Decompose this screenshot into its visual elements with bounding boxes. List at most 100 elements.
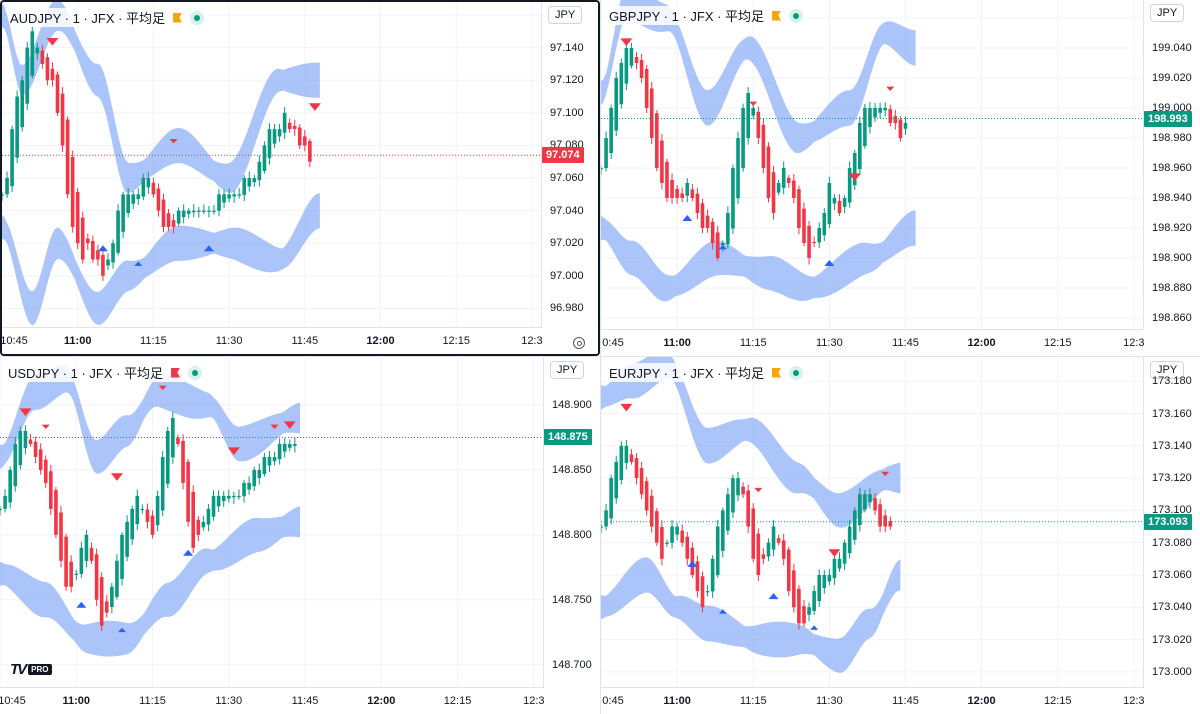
sell-signal-marker [227, 447, 240, 455]
symbol-legend[interactable]: AUDJPY · 1 · JFX · 平均足 [10, 8, 209, 27]
candle [736, 131, 740, 205]
flag-icon[interactable] [173, 12, 183, 23]
price-tick-label: 148.900 [552, 399, 592, 412]
current-price-label[interactable]: 198.993 [1144, 110, 1192, 127]
symbol-title[interactable]: GBPJPY · 1 · JFX · 平均足 [609, 9, 765, 24]
price-axis[interactable]: JPY 199.040 199.020 199.000 198.980 198.960 1… [1143, 0, 1200, 356]
candle [2, 191, 4, 201]
candle [827, 176, 832, 229]
candle [120, 532, 124, 586]
chart-pane-gbpjpy[interactable]: GBPJPY · 1 · JFX · 平均足 JPY 199.040 199.02… [600, 0, 1200, 356]
flag-icon[interactable] [772, 367, 782, 378]
price-tick-label: 148.750 [552, 593, 592, 606]
flag-icon[interactable] [171, 367, 181, 378]
candle [644, 64, 649, 114]
sell-signal-marker [308, 103, 321, 111]
market-open-icon [190, 10, 205, 25]
sell-signal-marker [620, 38, 633, 46]
market-open-icon [188, 365, 203, 380]
candle [257, 463, 262, 485]
time-tick-label: 10:45 [0, 695, 26, 707]
symbol-title[interactable]: EURJPY · 1 · JFX · 平均足 [609, 366, 765, 381]
time-tick-label: 0:45 [602, 337, 624, 349]
symbol-legend[interactable]: EURJPY · 1 · JFX · 平均足 [609, 363, 808, 382]
lower-band [2, 193, 320, 326]
chart-pane-audjpy[interactable]: AUDJPY · 1 · JFX · 平均足 JPY 97.140 97.120 9… [0, 0, 600, 356]
candle [705, 209, 710, 233]
currency-selector[interactable]: JPY [548, 6, 583, 24]
time-axis[interactable]: 0:45 11:00 11:15 11:30 11:45 12:00 12:15 12:3 [601, 687, 1145, 714]
candle [196, 516, 201, 542]
candle [634, 51, 639, 70]
candle [903, 116, 908, 135]
sell-signal-marker [270, 424, 279, 429]
price-axis[interactable]: JPY 148.900 148.850 148.800 148.750 148.700 1… [543, 357, 600, 714]
currency-selector[interactable]: JPY [1150, 4, 1185, 22]
candle [150, 510, 155, 539]
settings-gear-icon[interactable] [573, 337, 585, 349]
candle [665, 158, 669, 203]
candle [817, 569, 822, 607]
price-tick-label: 173.180 [1152, 375, 1192, 388]
candle [80, 211, 85, 264]
time-axis[interactable]: 0:45 11:00 11:15 11:30 11:45 12:00 12:15 12:3 [601, 329, 1145, 356]
candle [55, 71, 60, 116]
price-axis[interactable]: JPY 97.140 97.120 97.100 97.080 97.060 97.040… [541, 2, 598, 354]
candle [136, 188, 141, 205]
candle [604, 131, 608, 172]
candle [45, 53, 50, 86]
candle [89, 542, 94, 564]
symbol-title[interactable]: AUDJPY · 1 · JFX · 平均足 [10, 11, 166, 26]
symbol-title[interactable]: USDJPY · 1 · JFX · 平均足 [8, 366, 164, 381]
sell-signal-marker [886, 86, 895, 91]
candle [69, 555, 73, 593]
price-tick-label: 173.020 [1152, 633, 1192, 646]
current-price-label[interactable]: 148.875 [544, 429, 592, 446]
candlestick-plot[interactable] [0, 357, 544, 688]
candle [116, 204, 120, 256]
time-axis[interactable]: 10:45 11:00 11:15 11:30 11:45 12:00 12:15 12:3 [0, 687, 545, 714]
candlestick-plot[interactable] [601, 0, 1144, 330]
chart-pane-eurjpy[interactable]: EURJPY · 1 · JFX · 平均足 JPY 173.180 173.16… [600, 356, 1200, 714]
symbol-legend[interactable]: USDJPY · 1 · JFX · 平均足 [8, 363, 207, 382]
candle [18, 426, 23, 470]
candle [186, 207, 191, 219]
candle [287, 118, 292, 133]
candle [842, 195, 847, 214]
chart-pane-usdjpy[interactable]: USDJPY · 1 · JFX · 平均足 JPY 148.900 148.85… [0, 356, 600, 714]
current-price-label[interactable]: 173.093 [1144, 513, 1192, 530]
candle [822, 208, 827, 241]
buy-signal-marker [203, 245, 214, 252]
candle [161, 193, 166, 233]
current-price-label[interactable]: 97.074 [542, 147, 584, 164]
symbol-legend[interactable]: GBPJPY · 1 · JFX · 平均足 [609, 6, 808, 25]
candle [140, 504, 145, 514]
candle [216, 490, 221, 513]
candlestick-plot[interactable] [601, 357, 1144, 688]
candle [181, 204, 186, 224]
candle [888, 104, 893, 127]
candle [837, 194, 842, 217]
candle [126, 187, 130, 218]
candle [292, 119, 297, 136]
candle [60, 87, 65, 152]
lower-band [601, 210, 916, 302]
candlestick-plot[interactable] [2, 2, 542, 328]
candle [634, 453, 639, 485]
candle [54, 486, 58, 538]
candle [614, 71, 619, 136]
candle [3, 489, 7, 513]
currency-selector[interactable]: JPY [1150, 361, 1185, 379]
time-axis[interactable]: 10:45 11:00 11:15 11:30 11:45 12:00 12:15 12:3 [2, 327, 543, 354]
price-tick-label: 97.100 [550, 106, 584, 119]
currency-selector[interactable]: JPY [550, 361, 585, 379]
flag-icon[interactable] [772, 10, 782, 21]
tradingview-logo[interactable]: TV PRO [10, 661, 52, 678]
candle [852, 507, 857, 545]
price-axis[interactable]: JPY 173.180 173.160 173.140 173.120 173.100 1… [1143, 357, 1200, 714]
candle [8, 466, 12, 509]
candle [202, 204, 206, 215]
candle [65, 116, 70, 199]
candle [64, 533, 68, 591]
candle [604, 503, 608, 531]
